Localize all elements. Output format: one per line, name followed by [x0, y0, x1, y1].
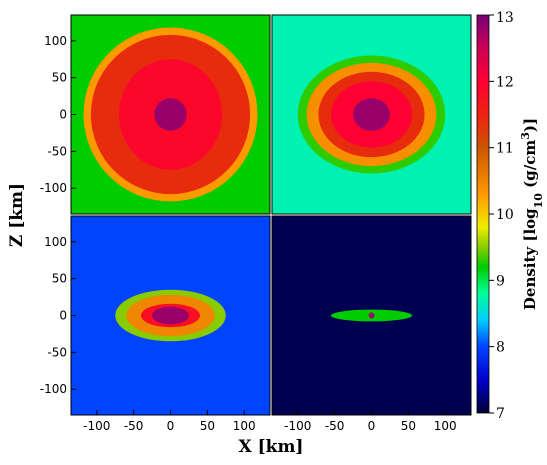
- x-axis-title: X [km]: [239, 437, 304, 457]
- colorbar-tick-label: 8: [496, 340, 505, 356]
- z-tick-label: -100: [40, 382, 67, 396]
- density-panels: [70, 14, 472, 416]
- z-tick-label: -50: [47, 345, 67, 359]
- z-tick-label: 50: [52, 272, 67, 286]
- z-tick-label: 100: [44, 34, 67, 48]
- density-contour: [152, 306, 189, 325]
- x-tick-label: -100: [284, 419, 311, 433]
- x-tick-label: 0: [368, 419, 376, 433]
- colorbar-tick-label: 11: [496, 141, 514, 157]
- z-tick-label: 100: [44, 235, 67, 249]
- colorbar-tick-label: 12: [496, 74, 514, 90]
- panel-frame: [271, 14, 472, 215]
- colorbar-tick-label: 10: [496, 207, 514, 223]
- density-contour: [353, 98, 390, 131]
- axis-ticks: -100 -50 0 50 100 -100 -50 0 50 100 100 50 0 -50 -100 1…: [40, 34, 457, 433]
- density-contour: [368, 312, 375, 319]
- panel-bottom-right: [272, 216, 471, 415]
- x-tick-label: 100: [233, 419, 256, 433]
- panel-bottom-left: [71, 216, 270, 415]
- colorbar-label: Density [log10 (g/cm3)]: [519, 118, 545, 310]
- x-tick-label: -100: [83, 419, 110, 433]
- x-tick-label: 50: [401, 419, 416, 433]
- panel-top-left: [71, 15, 270, 214]
- colorbar-tick-label: 9: [496, 273, 505, 289]
- z-tick-label: -50: [47, 144, 67, 158]
- x-tick-label: 50: [200, 419, 215, 433]
- colorbar: [476, 14, 490, 414]
- z-tick-label: 0: [59, 108, 67, 122]
- colorbar-tick-label: 7: [496, 406, 505, 422]
- x-tick-label: 0: [167, 419, 175, 433]
- z-tick-label: 0: [59, 309, 67, 323]
- x-tick-label: -50: [124, 419, 144, 433]
- density-contour: [154, 98, 187, 131]
- panel-top-right: [272, 15, 471, 214]
- colorbar-ticks: 7 8 9 10 11 12 13: [489, 10, 514, 422]
- x-tick-label: 100: [434, 419, 457, 433]
- x-tick-label: -50: [325, 419, 345, 433]
- z-axis-title: Z [km]: [7, 183, 27, 247]
- colorbar-tick-label: 13: [496, 10, 514, 26]
- z-tick-label: 50: [52, 71, 67, 85]
- z-tick-label: -100: [40, 181, 67, 195]
